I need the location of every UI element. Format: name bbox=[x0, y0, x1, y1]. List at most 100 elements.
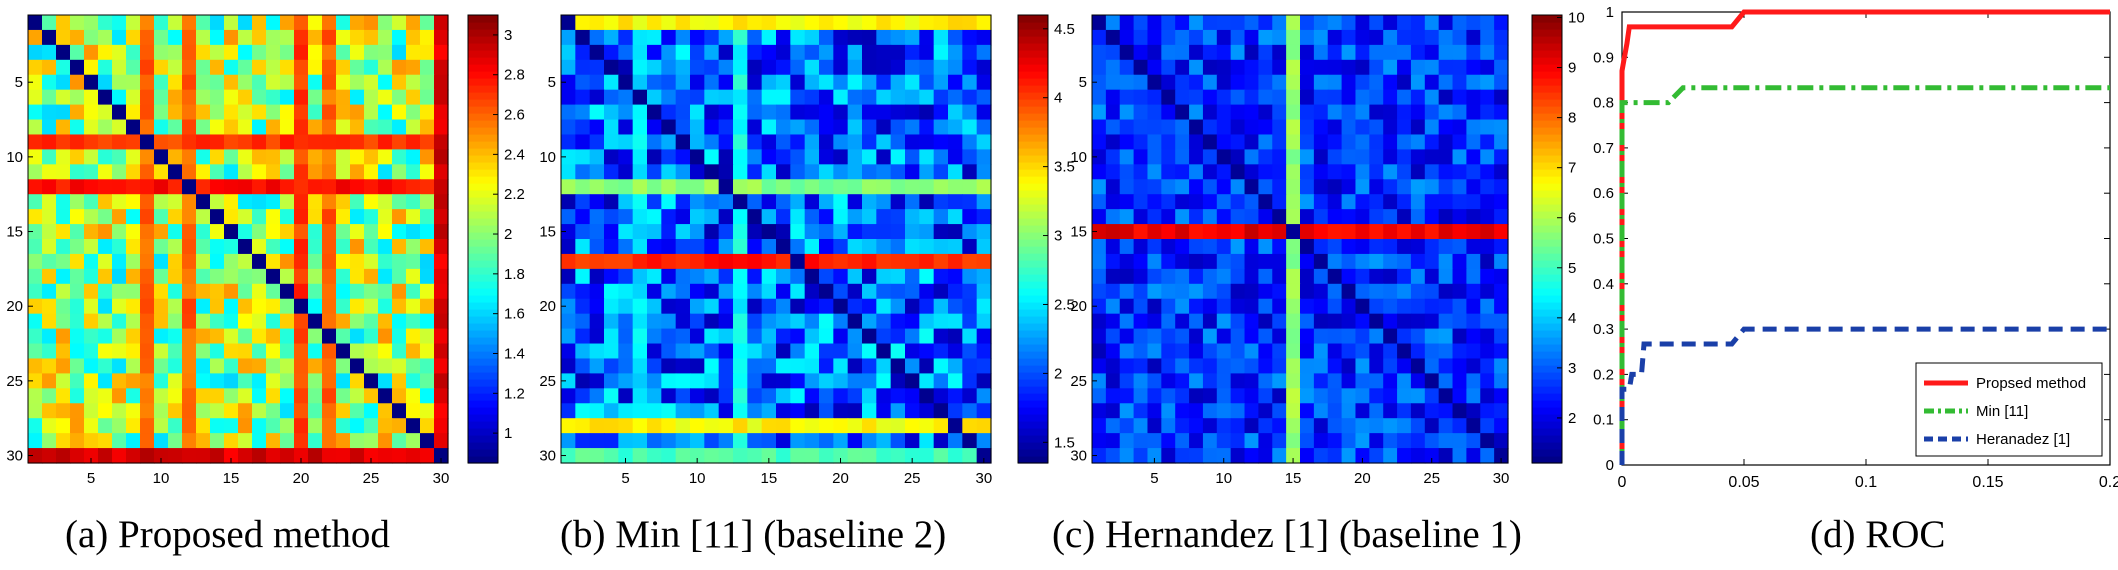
heatmap-cell bbox=[42, 239, 57, 255]
heatmap-cell bbox=[1410, 59, 1426, 76]
heatmap-cell bbox=[976, 313, 992, 330]
heatmap-cell bbox=[1105, 89, 1121, 106]
heatmap-cell bbox=[919, 298, 935, 315]
colorbar-segment bbox=[468, 148, 498, 156]
heatmap-cell bbox=[56, 164, 71, 180]
heatmap-cell bbox=[761, 194, 777, 210]
heatmap-cell bbox=[1300, 298, 1315, 315]
heatmap-cell bbox=[224, 15, 239, 31]
heatmap-cell bbox=[154, 29, 169, 46]
heatmap-cell bbox=[589, 298, 605, 315]
heatmap-cell bbox=[733, 104, 748, 121]
heatmap-cell bbox=[196, 164, 211, 180]
heatmap-cell bbox=[948, 253, 963, 270]
heatmap-cell bbox=[1161, 104, 1176, 121]
heatmap-cell bbox=[1244, 15, 1259, 31]
heatmap-cell bbox=[1286, 15, 1301, 31]
heatmap-cell bbox=[948, 104, 963, 121]
heatmap-cell bbox=[675, 15, 691, 31]
heatmap-cell bbox=[1119, 44, 1135, 61]
heatmap-cell bbox=[1092, 194, 1107, 210]
heatmap-cell bbox=[1161, 194, 1176, 210]
heatmap-cell bbox=[1355, 283, 1370, 300]
heatmap-cell bbox=[1494, 418, 1509, 434]
heatmap-cell bbox=[661, 74, 677, 91]
colorbar-segment bbox=[468, 176, 498, 184]
heatmap-cell bbox=[1313, 134, 1329, 150]
heatmap-cell bbox=[364, 119, 379, 136]
heatmap-cell bbox=[962, 283, 978, 300]
heatmap-cell bbox=[747, 44, 763, 61]
heatmap-cell bbox=[196, 59, 211, 76]
heatmap-cell bbox=[1438, 179, 1454, 195]
heatmap-cell bbox=[776, 373, 791, 389]
heatmap-cell bbox=[561, 29, 576, 46]
heatmap-cell bbox=[604, 209, 619, 225]
heatmap-cell bbox=[1341, 149, 1357, 165]
heatmap-cell bbox=[1161, 119, 1176, 136]
heatmap-cell bbox=[294, 59, 309, 76]
heatmap-cell bbox=[847, 194, 863, 210]
heatmap-cell bbox=[790, 373, 806, 389]
heatmap-cell bbox=[747, 194, 763, 210]
heatmap-cell bbox=[308, 209, 323, 225]
heatmap-cell bbox=[647, 268, 662, 285]
heatmap-cell bbox=[70, 253, 85, 270]
heatmap-cell bbox=[661, 433, 677, 449]
heatmap-cell bbox=[575, 403, 591, 419]
heatmap-cell bbox=[661, 164, 677, 180]
heatmap-cell bbox=[322, 253, 337, 270]
heatmap-cell bbox=[1327, 253, 1343, 270]
heatmap-cell bbox=[322, 373, 337, 389]
heatmap-cell bbox=[70, 164, 85, 180]
heatmap-cell bbox=[56, 433, 71, 449]
heatmap-cell bbox=[976, 343, 992, 360]
heatmap-cell bbox=[1313, 194, 1329, 210]
heatmap-cell bbox=[962, 149, 978, 165]
heatmap-cell bbox=[1105, 104, 1121, 121]
heatmap-cell bbox=[1300, 119, 1315, 136]
heatmap-cell bbox=[56, 268, 71, 285]
heatmap-cell bbox=[280, 74, 295, 91]
heatmap-cell bbox=[933, 29, 949, 46]
colorbar-segment bbox=[1532, 127, 1562, 135]
heatmap-cell bbox=[948, 44, 963, 61]
heatmap-cell bbox=[126, 239, 141, 255]
heatmap-cell bbox=[1480, 224, 1495, 240]
heatmap-cell bbox=[196, 283, 211, 300]
heatmap-cell bbox=[308, 59, 323, 76]
heatmap-cell bbox=[1327, 298, 1343, 315]
heatmap-cell bbox=[933, 74, 949, 91]
heatmap-cell bbox=[675, 59, 691, 76]
heatmap-cell bbox=[182, 313, 197, 330]
heatmap-cell bbox=[1397, 418, 1412, 434]
heatmap-cell bbox=[804, 343, 820, 360]
heatmap-cell bbox=[280, 268, 295, 285]
heatmap-cell bbox=[1494, 313, 1509, 330]
heatmap-cell bbox=[919, 373, 935, 389]
heatmap-cell bbox=[224, 448, 239, 464]
heatmap-cell bbox=[747, 134, 763, 150]
heatmap-cell bbox=[1272, 89, 1287, 106]
heatmap-cell bbox=[1105, 44, 1121, 61]
heatmap-cell bbox=[1355, 44, 1370, 61]
heatmap-cell bbox=[962, 403, 978, 419]
heatmap-cell bbox=[1161, 164, 1176, 180]
heatmap-cell bbox=[1466, 15, 1481, 31]
heatmap-cell bbox=[618, 433, 634, 449]
heatmap-cell bbox=[1092, 134, 1107, 150]
heatmap-cell bbox=[618, 59, 634, 76]
heatmap-cell bbox=[661, 179, 677, 195]
heatmap-cell bbox=[1258, 448, 1273, 464]
heatmap-cell bbox=[392, 268, 407, 285]
heatmap-cell bbox=[1244, 179, 1259, 195]
heatmap-cell bbox=[266, 74, 281, 91]
heatmap-cell bbox=[1369, 328, 1384, 345]
heatmap-cell bbox=[112, 134, 127, 150]
heatmap-cell bbox=[406, 104, 421, 121]
heatmap-cell bbox=[604, 403, 619, 419]
heatmap-cell bbox=[350, 44, 365, 61]
heatmap-cell bbox=[1092, 313, 1107, 330]
heatmap-cell bbox=[364, 433, 379, 449]
heatmap-cell bbox=[266, 179, 281, 195]
